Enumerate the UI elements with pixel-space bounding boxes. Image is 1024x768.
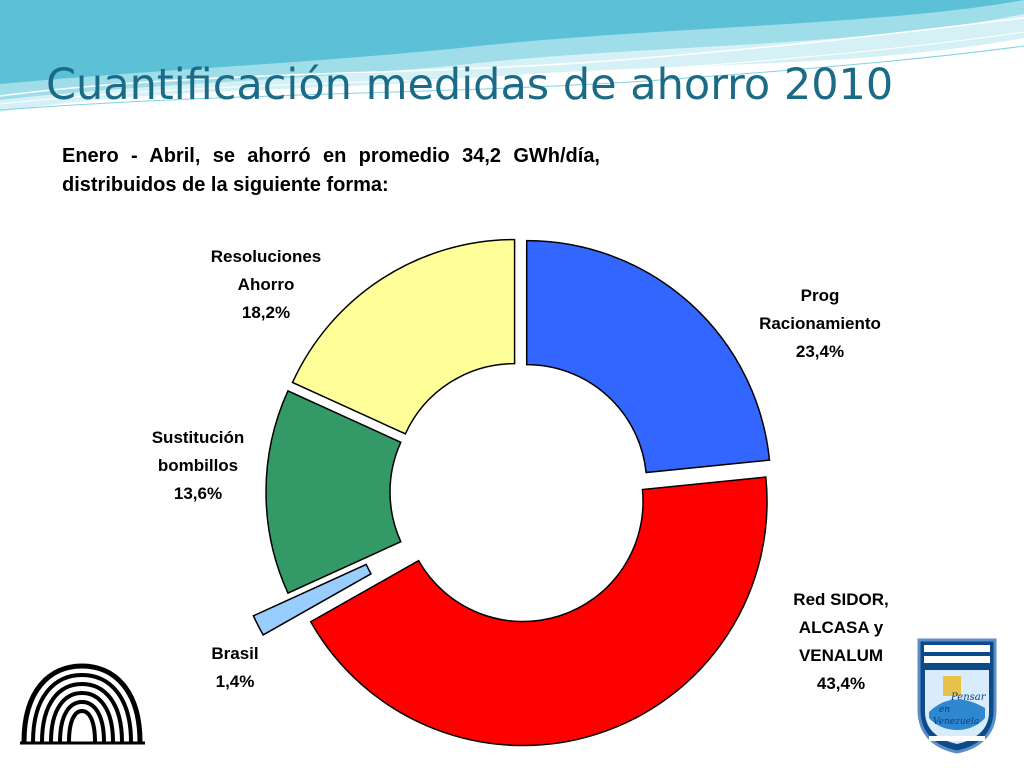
wave-line-2 [0, 31, 1024, 105]
donut-slice-0 [525, 239, 771, 474]
donut-slice-2 [252, 563, 373, 636]
slice-label-line: bombillos [157, 456, 239, 475]
slice-label-line: Red SIDOR, [793, 590, 889, 609]
slice-label-line: 23,4% [795, 342, 845, 361]
slice-label-line: 1,4% [215, 672, 255, 691]
slice-label-2: Brasil 1,4% [211, 640, 258, 696]
wave-dark [0, 0, 1024, 84]
slice-label-line: ALCASA y [798, 618, 884, 637]
wave-line-3 [0, 45, 1024, 111]
donut-slice-3 [265, 389, 402, 595]
slice-label-1: Red SIDOR, ALCASA y VENALUM 43,4% [793, 586, 888, 698]
slice-label-line: Sustitución [151, 428, 245, 447]
slice-label-line: Resoluciones [210, 247, 322, 266]
pensar-en-venezuela-badge: Pensar en Venezuela [917, 638, 997, 754]
header-wave-decoration [0, 0, 1024, 112]
slice-label-line: Ahorro [237, 275, 295, 294]
slice-label-4: Resoluciones Ahorro 18,2% [211, 243, 322, 327]
svg-text:Venezuela: Venezuela [933, 717, 979, 727]
slice-label-line: Brasil [211, 644, 259, 663]
intro-text: Enero - Abril, se ahorró en promedio 34,… [62, 145, 600, 196]
donut-slice-1 [309, 476, 768, 747]
svg-text:en: en [939, 705, 950, 715]
wave-line-1 [0, 17, 1024, 97]
slice-label-line: VENALUM [798, 646, 884, 665]
slice-label-0: Prog Racionamiento 23,4% [759, 282, 881, 366]
slice-label-line: Racionamiento [759, 314, 881, 333]
donut-slice-4 [291, 238, 516, 435]
slide-title: Cuantificación medidas de ahorro 2010 [46, 60, 894, 110]
logo-motto: Pensar [950, 692, 987, 703]
slice-label-line: 13,6% [173, 484, 223, 503]
slice-label-line: Prog [800, 286, 840, 305]
university-logo [20, 663, 145, 745]
slice-label-3: Sustitución bombillos 13,6% [152, 424, 245, 508]
slice-label-line: 43,4% [816, 674, 866, 693]
slice-label-line: 18,2% [241, 303, 291, 322]
